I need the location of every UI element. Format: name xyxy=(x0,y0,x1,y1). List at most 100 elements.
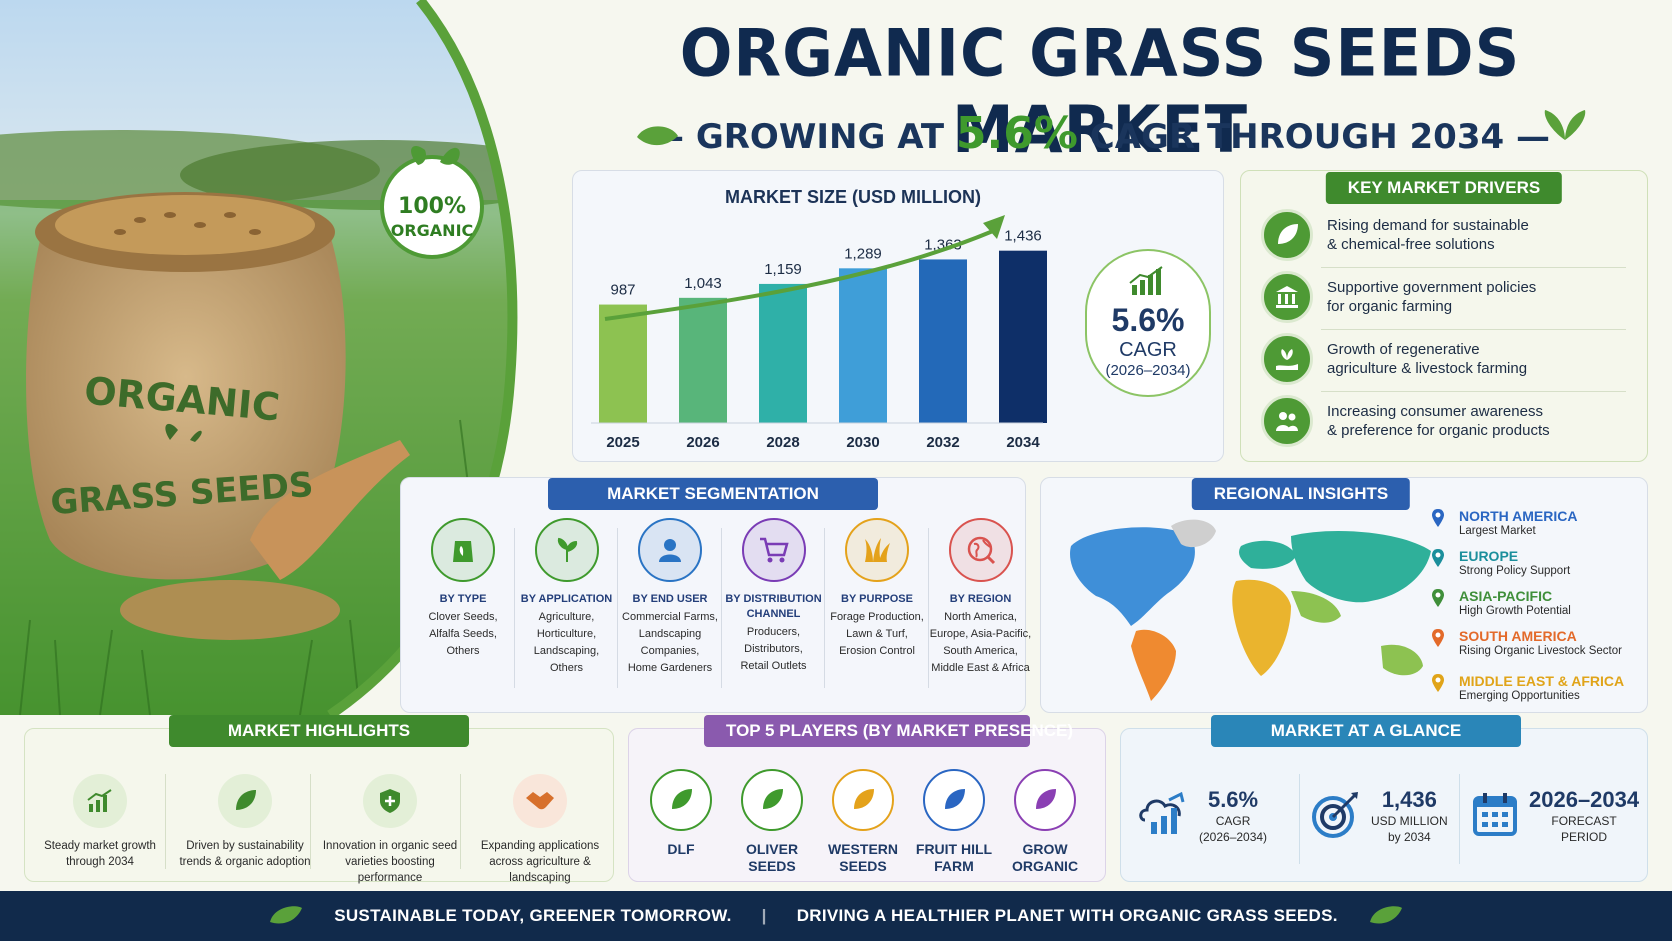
segment-value: Commercial Farms, xyxy=(622,611,718,623)
calendar-icon xyxy=(1471,790,1519,843)
player-item: DLF xyxy=(636,769,726,858)
government-building-icon xyxy=(1261,271,1313,323)
segment-column: BY REGION North America, Europe, Asia-Paci… xyxy=(929,518,1033,677)
segment-value: Europe, Asia-Pacific, xyxy=(929,628,1032,640)
map-pin-icon xyxy=(1431,628,1445,653)
segment-value: Agriculture, xyxy=(538,611,595,623)
player-item: WESTERN SEEDS xyxy=(818,769,908,875)
segment-column: BY APPLICATION Agriculture, Horticulture, L… xyxy=(515,518,619,677)
glance-value: 5.6% xyxy=(1207,787,1259,812)
segment-values: Commercial Farms, Landscaping Companies, Ho… xyxy=(618,609,722,677)
highlight-item: Driven by sustainability trends & organi… xyxy=(170,774,320,870)
player-logo-icon xyxy=(1014,769,1076,831)
segment-value: Companies, xyxy=(640,645,700,657)
segment-value: Forage Production, xyxy=(830,611,924,623)
segment-values: Agriculture, Horticulture, Landscaping, Oth… xyxy=(515,609,619,677)
bar-value-label: 1,289 xyxy=(844,245,882,262)
driver-line1: Increasing consumer awareness xyxy=(1327,403,1543,420)
region-item: MIDDLE EAST & AFRICA Emerging Opportuniti… xyxy=(1432,673,1639,703)
people-icon xyxy=(1261,395,1313,447)
driver-text: Supportive government policies for organi… xyxy=(1327,278,1536,316)
player-logo-icon xyxy=(650,769,712,831)
segment-values: North America, Europe, Asia-Pacific, South… xyxy=(929,609,1033,677)
leaf-icon xyxy=(1368,902,1404,931)
player-logo-icon xyxy=(741,769,803,831)
cart-icon xyxy=(741,518,806,582)
player-name: FRUIT HILL FARM xyxy=(915,841,993,874)
driver-line2: agriculture & livestock farming xyxy=(1327,360,1528,377)
highlight-text: Innovation in organic seed varieties boo… xyxy=(322,840,458,884)
driver-item: Rising demand for sustainable & chemical-… xyxy=(1261,207,1626,263)
segment-value: Retail Outlets xyxy=(740,660,807,672)
player-item: GROW ORGANIC xyxy=(1000,769,1090,875)
bar-value-label: 1,159 xyxy=(764,261,802,278)
subtitle-highlight: 5.6% xyxy=(955,108,1078,159)
leaf-icon xyxy=(635,118,680,158)
glance-label1: CAGR xyxy=(1215,814,1251,828)
glance-item: 5.6% CAGR (2026–2034) xyxy=(1137,787,1267,845)
segment-column: BY PURPOSE Forage Production, Lawn & Turf,… xyxy=(825,518,929,660)
region-desc: Strong Policy Support xyxy=(1459,565,1571,577)
cagr-period: (2026–2034) xyxy=(1105,362,1191,379)
region-item: ASIA-PACIFIC High Growth Potential xyxy=(1432,588,1639,618)
region-name: MIDDLE EAST & AFRICA xyxy=(1459,673,1625,689)
region-name: SOUTH AMERICA xyxy=(1459,628,1577,644)
divider xyxy=(1321,329,1626,330)
glance-text: 5.6% CAGR (2026–2034) xyxy=(1199,787,1267,845)
world-map xyxy=(1070,519,1431,701)
driver-text: Rising demand for sustainable & chemical-… xyxy=(1327,216,1529,254)
bar-value-label: 1,043 xyxy=(684,275,722,292)
glance-text: 2026–2034 FORECAST PERIOD xyxy=(1529,787,1639,845)
highlight-text: Expanding applications across agricultur… xyxy=(480,840,600,884)
driver-line2: & chemical-free solutions xyxy=(1327,236,1495,253)
player-logo-icon xyxy=(923,769,985,831)
highlights-title: MARKET HIGHLIGHTS xyxy=(169,715,469,747)
region-item: SOUTH AMERICA Rising Organic Livestock Se… xyxy=(1432,628,1639,658)
segment-value: Clover Seeds, xyxy=(428,611,498,623)
bar xyxy=(599,304,647,423)
region-desc: High Growth Potential xyxy=(1459,605,1571,617)
segment-value: Landscaping xyxy=(638,628,702,640)
leaf-icon xyxy=(218,774,272,828)
segment-value: Landscaping, xyxy=(533,645,600,657)
cagr-label: CAGR xyxy=(1119,339,1177,361)
glance-card: MARKET AT A GLANCE 5.6% CAGR (2026–2034) 1,… xyxy=(1120,715,1648,882)
driver-line2: for organic farming xyxy=(1327,298,1453,315)
x-tick-label: 2025 xyxy=(606,434,639,451)
region-name: ASIA-PACIFIC xyxy=(1459,588,1553,604)
segment-heading: BY TYPE xyxy=(439,593,487,605)
glance-text: 1,436 USD MILLION by 2034 xyxy=(1371,787,1448,845)
driver-text: Increasing consumer awareness & preferenc… xyxy=(1327,402,1550,440)
seed-bag-icon xyxy=(431,518,495,582)
segment-column: BY TYPE Clover Seeds, Alfalfa Seeds, Others xyxy=(411,518,515,660)
bar-value-label: 1,363 xyxy=(924,236,962,253)
leaf-icon xyxy=(1261,209,1313,261)
player-item: FRUIT HILL FARM xyxy=(909,769,999,875)
map-pin-icon xyxy=(1431,548,1445,573)
x-tick-label: 2034 xyxy=(1006,434,1040,451)
market-size-chart: 987 2025 1,043 2026 1,159 2028 1,289 2030 1,363 2… xyxy=(591,215,1047,451)
divider xyxy=(165,774,166,869)
highlight-text: Driven by sustainability trends & organi… xyxy=(179,840,311,868)
trend-arrow-head xyxy=(983,215,1005,239)
handshake-icon xyxy=(513,774,567,828)
bar xyxy=(919,259,967,423)
divider xyxy=(1299,774,1300,864)
footer-right: DRIVING A HEALTHIER PLANET WITH ORGANIC … xyxy=(796,906,1338,925)
player-item: OLIVER SEEDS xyxy=(727,769,817,875)
driver-line1: Rising demand for sustainable xyxy=(1327,217,1529,234)
driver-line1: Growth of regenerative xyxy=(1327,341,1480,358)
segment-value: South America, xyxy=(943,645,1018,657)
regional-card: REGIONAL INSIGHTS NORTH AMERICA Largest M… xyxy=(1040,477,1648,713)
bar-value-label: 987 xyxy=(610,282,635,299)
divider xyxy=(513,528,515,688)
cagr-badge: 5.6% CAGR (2026–2034) xyxy=(1085,249,1211,397)
x-tick-label: 2032 xyxy=(926,434,959,451)
organic-badge xyxy=(380,155,484,259)
region-name: EUROPE xyxy=(1459,548,1519,564)
badge-line2: ORGANIC xyxy=(391,221,474,240)
sprout-icon xyxy=(165,423,202,442)
player-name: DLF xyxy=(667,841,695,857)
driver-item: Increasing consumer awareness & preferenc… xyxy=(1261,393,1626,449)
glance-label2: PERIOD xyxy=(1561,830,1608,844)
